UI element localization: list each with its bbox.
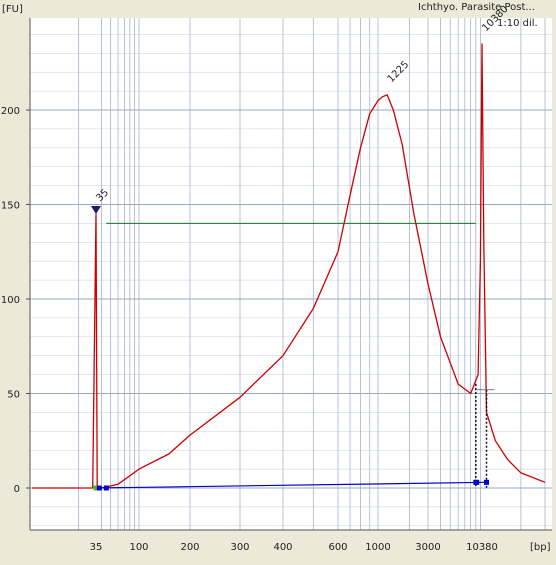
x-tick-label: 100 [129, 542, 148, 553]
y-tick-label: 0 [14, 484, 20, 495]
peak-marker-triangle [91, 205, 101, 214]
x-tick-label: 400 [273, 542, 292, 553]
sample-name: Ichthyo. Parasite Post... [418, 2, 535, 13]
baseline-point [484, 479, 490, 485]
y-tick-label: 150 [1, 201, 20, 212]
x-tick-label: 200 [180, 542, 199, 553]
series-layer [32, 43, 546, 489]
baseline-point [96, 485, 102, 491]
x-tick-label: 600 [328, 542, 347, 553]
baseline-point [103, 485, 109, 491]
baseline-line [95, 481, 487, 489]
y-tick-label: 100 [1, 295, 20, 306]
x-tick-label: 3000 [415, 542, 440, 553]
x-axis-unit-label: [bp] [530, 542, 551, 553]
x-tick-label: 1000 [365, 542, 390, 553]
dilution-label: 1:10 dil. [497, 18, 538, 29]
baseline-point [93, 485, 99, 491]
x-tick-label: 300 [230, 542, 249, 553]
electropherogram-trace [32, 43, 546, 489]
x-tick-label: 10380 [466, 542, 498, 553]
baseline-point [474, 479, 480, 485]
y-axis-unit-label: [FU] [2, 4, 23, 15]
plot-area [30, 18, 552, 530]
x-tick-label: 35 [90, 542, 103, 553]
y-tick-label: 50 [7, 390, 20, 401]
axes-layer: 0 50 100 150 200 35 100 200 300 400 600 1000 3000 103… [1, 18, 552, 553]
grid-layer [30, 18, 552, 530]
y-tick-label: 200 [1, 106, 20, 117]
